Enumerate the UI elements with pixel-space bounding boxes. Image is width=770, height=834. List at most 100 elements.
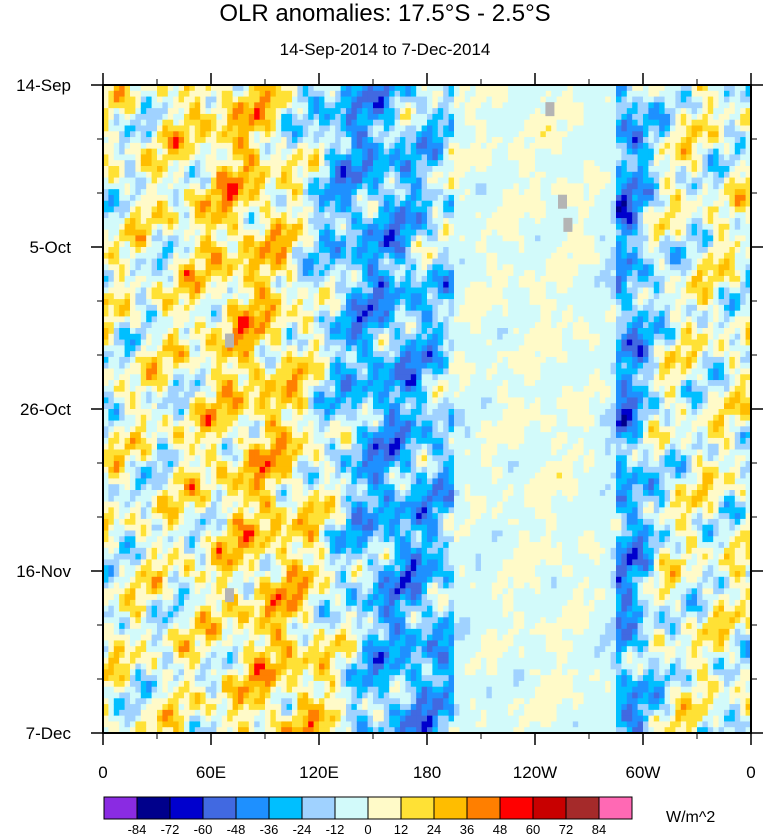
field-cell — [238, 594, 244, 601]
field-cell — [265, 328, 271, 335]
field-cell — [313, 264, 320, 271]
field-cell — [178, 680, 185, 688]
field-cell — [113, 559, 120, 566]
field-cell — [248, 571, 255, 578]
field-cell — [205, 721, 212, 728]
field-cell — [313, 189, 320, 196]
field-cell — [103, 472, 109, 479]
field-cell — [292, 247, 298, 254]
field-cell — [270, 177, 277, 184]
field-cell — [140, 241, 147, 248]
field-cell — [124, 339, 131, 346]
field-cell — [319, 472, 325, 479]
field-cell — [221, 536, 228, 543]
field-cell — [173, 640, 179, 647]
field-cell — [162, 576, 169, 583]
field-cell — [103, 212, 109, 219]
field-cell — [270, 484, 277, 491]
field-cell — [297, 148, 304, 155]
field-cell — [140, 576, 147, 583]
field-cell — [302, 333, 309, 340]
field-cell — [135, 594, 142, 601]
field-cell — [340, 171, 347, 178]
field-cell — [232, 443, 239, 450]
field-cell — [270, 333, 277, 340]
field-cell — [119, 547, 125, 555]
field-cell — [173, 443, 179, 450]
field-cell — [194, 142, 201, 150]
field-cell — [292, 652, 298, 659]
field-cell — [146, 605, 152, 612]
field-cell — [178, 339, 185, 346]
field-cell — [189, 90, 196, 97]
field-cell — [173, 258, 179, 265]
field-cell — [119, 339, 125, 346]
field-cell — [302, 565, 309, 572]
field-cell — [275, 223, 282, 231]
field-cell — [200, 455, 206, 462]
field-cell — [313, 247, 320, 254]
field-cell — [335, 542, 341, 549]
field-cell — [146, 310, 152, 317]
field-cell — [216, 166, 223, 173]
field-cell — [119, 351, 125, 358]
field-cell — [281, 588, 287, 595]
field-cell — [151, 709, 158, 717]
field-cell — [265, 582, 271, 589]
field-cell — [151, 281, 158, 288]
field-cell — [130, 160, 136, 167]
field-cell — [119, 229, 125, 236]
field-cell — [313, 507, 320, 514]
field-cell — [108, 183, 115, 190]
field-cell — [135, 466, 142, 474]
field-cell — [238, 414, 244, 421]
field-cell — [124, 148, 131, 155]
field-cell — [119, 686, 125, 693]
field-cell — [324, 241, 331, 248]
field-cell — [113, 293, 120, 300]
field-cell — [205, 409, 212, 416]
field-cell — [140, 328, 147, 335]
field-cell — [275, 397, 282, 404]
field-cell — [254, 345, 260, 352]
field-cell — [108, 328, 115, 335]
field-cell — [200, 501, 206, 508]
field-cell — [302, 420, 309, 427]
field-cell — [146, 322, 152, 329]
field-cell — [329, 617, 336, 624]
field-cell — [286, 455, 293, 462]
field-cell — [238, 281, 244, 288]
field-cell — [167, 351, 174, 358]
field-cell — [259, 322, 266, 329]
field-cell — [232, 212, 239, 219]
field-cell — [248, 241, 255, 248]
field-cell — [178, 646, 185, 653]
field-cell — [194, 513, 201, 520]
field-cell — [221, 507, 228, 514]
field-cell — [286, 362, 293, 369]
field-cell — [227, 605, 233, 612]
field-cell — [286, 403, 293, 410]
field-cell — [151, 571, 158, 578]
field-cell — [140, 675, 147, 682]
field-cell — [103, 137, 109, 144]
field-cell — [151, 247, 158, 254]
field-cell — [335, 194, 341, 202]
field-cell — [140, 704, 147, 711]
field-cell — [308, 715, 314, 722]
field-cell — [259, 565, 266, 572]
field-cell — [173, 137, 179, 144]
field-cell — [178, 270, 185, 277]
field-cell — [270, 351, 277, 358]
field-cell — [130, 472, 136, 479]
field-cell — [200, 275, 206, 283]
field-cell — [162, 218, 169, 225]
field-cell — [124, 634, 131, 641]
field-cell — [216, 524, 223, 531]
field-cell — [211, 634, 217, 641]
field-cell — [205, 484, 212, 491]
field-cell — [259, 675, 266, 682]
field-cell — [313, 426, 320, 433]
field-cell — [286, 241, 293, 248]
field-cell — [340, 345, 347, 352]
